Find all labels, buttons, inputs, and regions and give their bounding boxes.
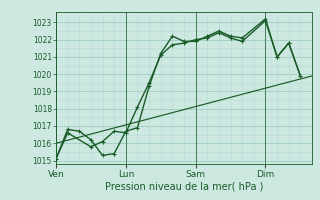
X-axis label: Pression niveau de la mer( hPa ): Pression niveau de la mer( hPa ) — [105, 181, 263, 191]
